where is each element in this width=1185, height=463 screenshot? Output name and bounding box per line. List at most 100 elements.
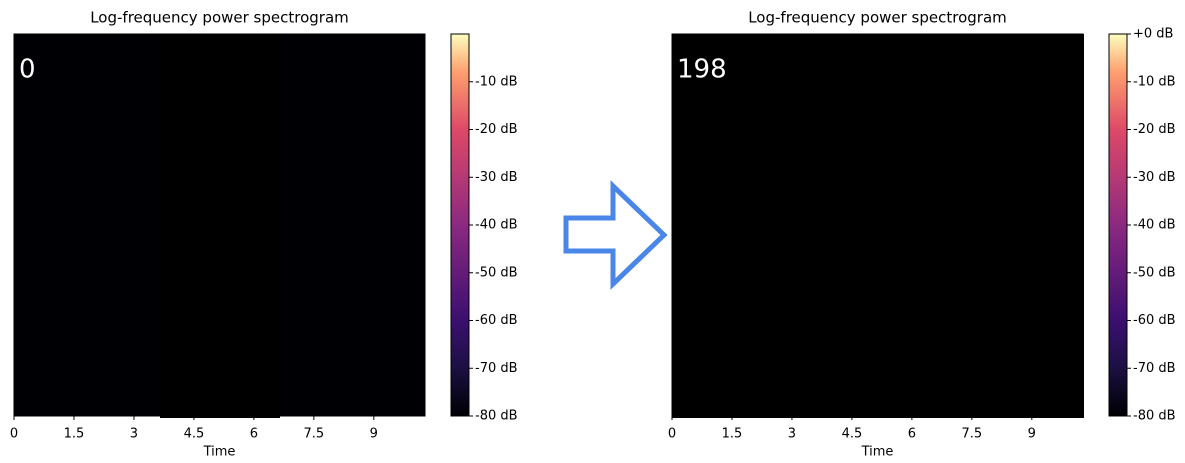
spectrogram-texture — [232, 196, 235, 202]
spectrogram-texture — [672, 226, 676, 234]
spectrogram-texture — [160, 76, 163, 82]
spectrogram-texture — [211, 208, 214, 214]
spectrogram-texture — [796, 210, 800, 218]
spectrogram-texture — [181, 310, 184, 316]
spectrogram-texture — [800, 66, 804, 74]
spectrogram-texture — [768, 50, 772, 58]
spectrogram-texture — [196, 364, 199, 370]
spectrogram-texture — [214, 370, 217, 376]
spectrogram-texture — [169, 58, 172, 64]
spectrogram-texture — [244, 58, 247, 64]
spectrogram-texture — [800, 346, 804, 354]
spectrogram-texture — [860, 82, 864, 90]
spectrogram-texture — [828, 306, 832, 314]
spectrogram-texture — [160, 292, 163, 298]
spectrogram-texture — [181, 34, 184, 40]
spectrogram-texture — [277, 190, 280, 196]
spectrogram-texture — [764, 338, 768, 346]
spectrogram-texture — [696, 330, 700, 338]
spectrogram-texture — [804, 346, 808, 354]
spectrogram-texture — [788, 370, 792, 378]
spectrogram-texture — [828, 354, 832, 362]
spectrogram-texture — [223, 190, 226, 196]
spectrogram-texture — [744, 186, 748, 194]
spectrogram-texture — [740, 82, 744, 90]
spectrogram-texture — [836, 386, 840, 394]
spectrogram-texture — [828, 314, 832, 322]
spectrogram-texture — [700, 370, 704, 378]
spectrogram-texture — [205, 304, 208, 310]
spectrogram-texture — [178, 94, 181, 100]
spectrogram-texture — [868, 306, 872, 314]
spectrogram-texture — [196, 190, 199, 196]
spectrogram-texture — [166, 244, 169, 250]
spectrogram-texture — [808, 162, 812, 170]
spectrogram-texture — [193, 220, 196, 226]
spectrogram-texture — [764, 122, 768, 130]
spectrogram-texture — [166, 124, 169, 130]
spectrogram-texture — [160, 346, 163, 352]
spectrogram-texture — [211, 52, 214, 58]
spectrogram-texture — [268, 226, 271, 232]
spectrogram-texture — [235, 292, 238, 298]
spectrogram-texture — [732, 50, 736, 58]
spectrogram-texture — [760, 290, 764, 298]
spectrogram-texture — [178, 130, 181, 136]
spectrogram-texture — [178, 34, 181, 40]
spectrogram-texture — [788, 354, 792, 362]
spectrogram-texture — [202, 256, 205, 262]
spectrogram-texture — [812, 186, 816, 194]
spectrogram-texture — [712, 90, 716, 98]
spectrogram-texture — [196, 184, 199, 190]
spectrogram-texture — [756, 226, 760, 234]
spectrogram-texture — [262, 358, 265, 364]
spectrogram-texture — [672, 362, 676, 370]
spectrogram-texture — [202, 106, 205, 112]
spectrogram-texture — [692, 210, 696, 218]
spectrogram-texture — [780, 314, 784, 322]
spectrogram-texture — [202, 202, 205, 208]
spectrogram-texture — [193, 406, 196, 412]
spectrogram-texture — [836, 106, 840, 114]
spectrogram-texture — [808, 346, 812, 354]
spectrogram-texture — [235, 346, 238, 352]
spectrogram-texture — [704, 218, 708, 226]
spectrogram-texture — [271, 232, 274, 238]
spectrogram-texture — [696, 34, 700, 42]
spectrogram-texture — [724, 314, 728, 322]
spectrogram-texture — [175, 166, 178, 172]
spectrogram-texture — [241, 184, 244, 190]
spectrogram-texture — [740, 354, 744, 362]
spectrogram-texture — [208, 280, 211, 286]
spectrogram-texture — [764, 378, 768, 386]
spectrogram-texture — [808, 378, 812, 386]
spectrogram-texture — [274, 124, 277, 130]
spectrogram-texture — [253, 226, 256, 232]
spectrogram-texture — [268, 172, 271, 178]
spectrogram-texture — [672, 234, 676, 242]
spectrogram-texture — [193, 328, 196, 334]
spectrogram-texture — [828, 122, 832, 130]
spectrogram-texture — [708, 362, 712, 370]
spectrogram-texture — [728, 410, 732, 418]
spectrogram-texture — [244, 244, 247, 250]
spectrogram-texture — [840, 274, 844, 282]
spectrogram-texture — [780, 106, 784, 114]
spectrogram-texture — [226, 370, 229, 376]
spectrogram-texture — [840, 146, 844, 154]
spectrogram-texture — [816, 58, 820, 66]
spectrogram-texture — [196, 106, 199, 112]
spectrogram-texture — [241, 280, 244, 286]
spectrogram-texture — [202, 136, 205, 142]
spectrogram-texture — [844, 330, 848, 338]
spectrogram-texture — [271, 130, 274, 136]
spectrogram-texture — [199, 166, 202, 172]
spectrogram-texture — [796, 66, 800, 74]
spectrogram-texture — [688, 330, 692, 338]
spectrogram-texture — [736, 210, 740, 218]
spectrogram-texture — [788, 82, 792, 90]
spectrogram-texture — [752, 354, 756, 362]
spectrogram-texture — [202, 262, 205, 268]
spectrogram-texture — [840, 90, 844, 98]
spectrogram-texture — [235, 220, 238, 226]
